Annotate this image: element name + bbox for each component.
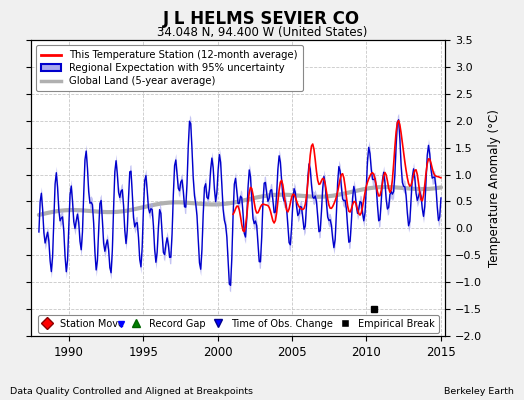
Text: J L HELMS SEVIER CO: J L HELMS SEVIER CO (163, 10, 361, 28)
Text: Berkeley Earth: Berkeley Earth (444, 387, 514, 396)
Legend: Station Move, Record Gap, Time of Obs. Change, Empirical Break: Station Move, Record Gap, Time of Obs. C… (38, 315, 439, 333)
Text: Data Quality Controlled and Aligned at Breakpoints: Data Quality Controlled and Aligned at B… (10, 387, 254, 396)
Y-axis label: Temperature Anomaly (°C): Temperature Anomaly (°C) (488, 109, 501, 267)
Text: 34.048 N, 94.400 W (United States): 34.048 N, 94.400 W (United States) (157, 26, 367, 39)
